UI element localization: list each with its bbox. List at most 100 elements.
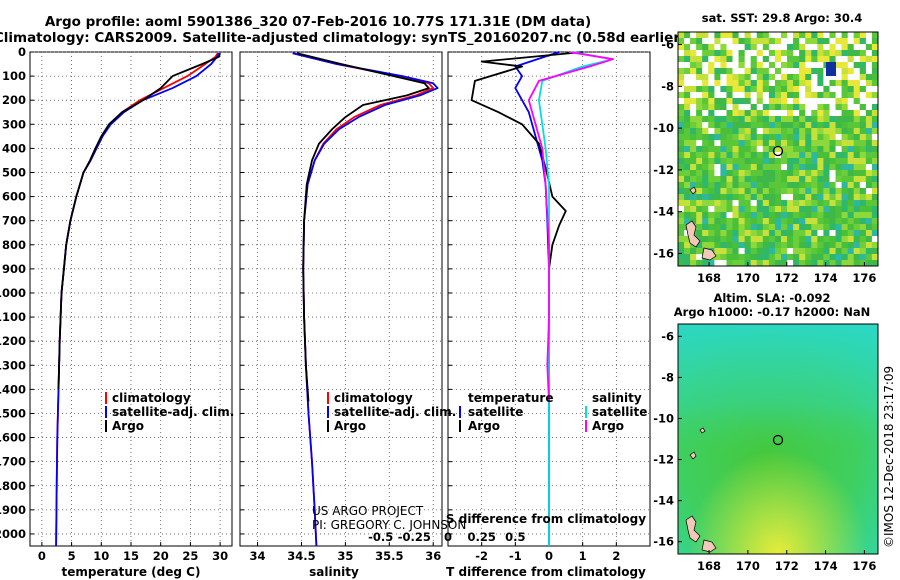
- salinity-tick-labels: 34 34.5 35 35.5 36: [250, 549, 442, 563]
- lon-tick-label: 170: [736, 271, 760, 285]
- x-tick-label: 20: [153, 549, 169, 563]
- series-line-t-argo: [470, 51, 583, 270]
- sst-land: [685, 186, 717, 261]
- series-line-argo: [57, 52, 221, 390]
- credit-project: US ARGO PROJECT: [312, 504, 424, 518]
- series-line-argo: [296, 52, 430, 402]
- x-tick-label: 34.5: [287, 549, 315, 563]
- series-line-climatology: [292, 52, 435, 547]
- legend-temperature-title: temperature: [468, 391, 553, 405]
- series-line-s-satellite: [538, 51, 614, 546]
- lon-tick-label: 170: [736, 559, 760, 573]
- lon-tick-label: 174: [814, 271, 838, 285]
- x-tick-label: 30: [212, 549, 228, 563]
- series-line-satellite-adj-clim-: [55, 52, 220, 547]
- lon-tick-label: 172: [775, 271, 799, 285]
- sst-map-title: sat. SST: 29.8 Argo: 30.4: [702, 11, 862, 25]
- legend-climatology: climatology: [334, 391, 413, 405]
- legend-t-satellite: satellite: [468, 405, 523, 419]
- lat-tick-label: -14: [653, 205, 674, 219]
- sst-map: [677, 31, 879, 267]
- depth-tick-label: 2000: [0, 527, 26, 541]
- lat-tick-label: -16: [653, 246, 674, 260]
- x-tick-label: -1: [509, 549, 522, 563]
- s-difference-axis-label: S difference from climatology: [446, 512, 646, 526]
- lon-tick-label: 168: [697, 559, 721, 573]
- lat-tick-label: -8: [661, 370, 674, 384]
- sst-map-ticks: -6 -8 -10 -12 -14 -16 168 170 172 174 176: [653, 38, 876, 285]
- x-tick-label: 34: [250, 549, 266, 563]
- temperature-legend: climatology satellite-adj. clim. Argo: [105, 391, 234, 433]
- legend-s-satellite: satellite: [592, 405, 647, 419]
- depth-tick-label: 500: [2, 165, 26, 179]
- temperature-panel: [29, 51, 233, 547]
- salinity-axis-label: salinity: [309, 565, 359, 579]
- sla-map-ticks: -6 -8 -10 -12 -14 -16 168 170 172 174 176: [653, 329, 876, 573]
- legend-argo: Argo: [334, 419, 366, 433]
- depth-tick-label: 1100: [0, 310, 26, 324]
- difference-legend: temperature satellite Argo salinity sate…: [459, 391, 647, 433]
- depth-tick-label: 1400: [0, 382, 26, 396]
- depth-tick-label: 100: [2, 69, 26, 83]
- series-line-satellite-adj-clim-: [292, 52, 439, 547]
- difference-tick-labels: -2 -1 0 1 2 -0.5 -0.25 0 0.25 0.5: [368, 530, 620, 563]
- title-line1: Argo profile: aoml 5901386_320 07-Feb-20…: [45, 14, 591, 30]
- argo-location-marker: [772, 145, 784, 157]
- depth-tick-label: 1700: [0, 455, 26, 469]
- sla-map: [677, 323, 879, 555]
- series-line-s-argo: [527, 51, 614, 402]
- temperature-axis-label: temperature (deg C): [62, 565, 201, 579]
- s-diff-tick-label: -0.25: [398, 530, 431, 544]
- depth-tick-label: 300: [2, 117, 26, 131]
- grid-lines: [30, 51, 650, 546]
- sla-map-title2: Argo h1000: -0.17 h2000: NaN: [674, 305, 870, 319]
- credit-pi: PI: GREGORY C. JOHNSON: [312, 518, 466, 532]
- lat-tick-label: -10: [653, 411, 674, 425]
- x-tick-label: 25: [182, 549, 198, 563]
- depth-tick-label: 700: [2, 214, 26, 228]
- salinity-legend: climatology satellite-adj. clim. Argo: [327, 391, 456, 433]
- series-line-climatology: [55, 52, 219, 547]
- legend-satellite: satellite-adj. clim.: [334, 405, 456, 419]
- x-tick-label: 35.5: [375, 549, 403, 563]
- depth-tick-label: 400: [2, 141, 26, 155]
- t-difference-axis-label: T difference from climatology: [446, 565, 646, 579]
- depth-tick-label: 1500: [0, 406, 26, 420]
- s-diff-tick-label: -0.5: [368, 530, 393, 544]
- x-tick-label: 36: [425, 549, 441, 563]
- x-tick-label: 5: [68, 549, 76, 563]
- lat-tick-label: -14: [653, 494, 674, 508]
- lat-tick-label: -12: [653, 453, 674, 467]
- lon-tick-label: 176: [852, 559, 876, 573]
- depth-tick-label: 1900: [0, 503, 26, 517]
- legend-argo: Argo: [112, 419, 144, 433]
- depth-tick-label: 1300: [0, 358, 26, 372]
- legend-salinity-title: salinity: [592, 391, 642, 405]
- lat-tick-label: -6: [661, 329, 674, 343]
- depth-tick-label: 1800: [0, 479, 26, 493]
- legend-satellite: satellite-adj. clim.: [112, 405, 234, 419]
- temperature-tick-labels: 0 5 10 15 20 25 30: [38, 549, 228, 563]
- lon-tick-label: 176: [852, 271, 876, 285]
- lat-tick-label: -10: [653, 121, 674, 135]
- imos-stamp: ©IMOS 12-Dec-2018 23:17:09: [882, 366, 896, 548]
- x-tick-label: -2: [475, 549, 488, 563]
- depth-tick-label: 200: [2, 93, 26, 107]
- x-tick-label: 10: [93, 549, 109, 563]
- depth-tick-label: 600: [2, 190, 26, 204]
- depth-tick-label: 800: [2, 238, 26, 252]
- x-tick-label: 0: [545, 549, 553, 563]
- lat-tick-label: -8: [661, 79, 674, 93]
- legend-climatology: climatology: [112, 391, 191, 405]
- depth-tick-label: 0: [18, 45, 26, 59]
- depth-tick-labels: 0 100 200 300 400 500 600 700 800 900 1000 1100 1200…: [0, 45, 26, 541]
- x-tick-label: 15: [123, 549, 139, 563]
- s-diff-tick-label: 0.25: [467, 530, 495, 544]
- x-tick-label: 35: [337, 549, 353, 563]
- series-line-t-satellite: [514, 51, 560, 546]
- lat-tick-label: -12: [653, 163, 674, 177]
- x-tick-label: 1: [579, 549, 587, 563]
- depth-tick-label: 1200: [0, 334, 26, 348]
- sla-land: [685, 427, 717, 553]
